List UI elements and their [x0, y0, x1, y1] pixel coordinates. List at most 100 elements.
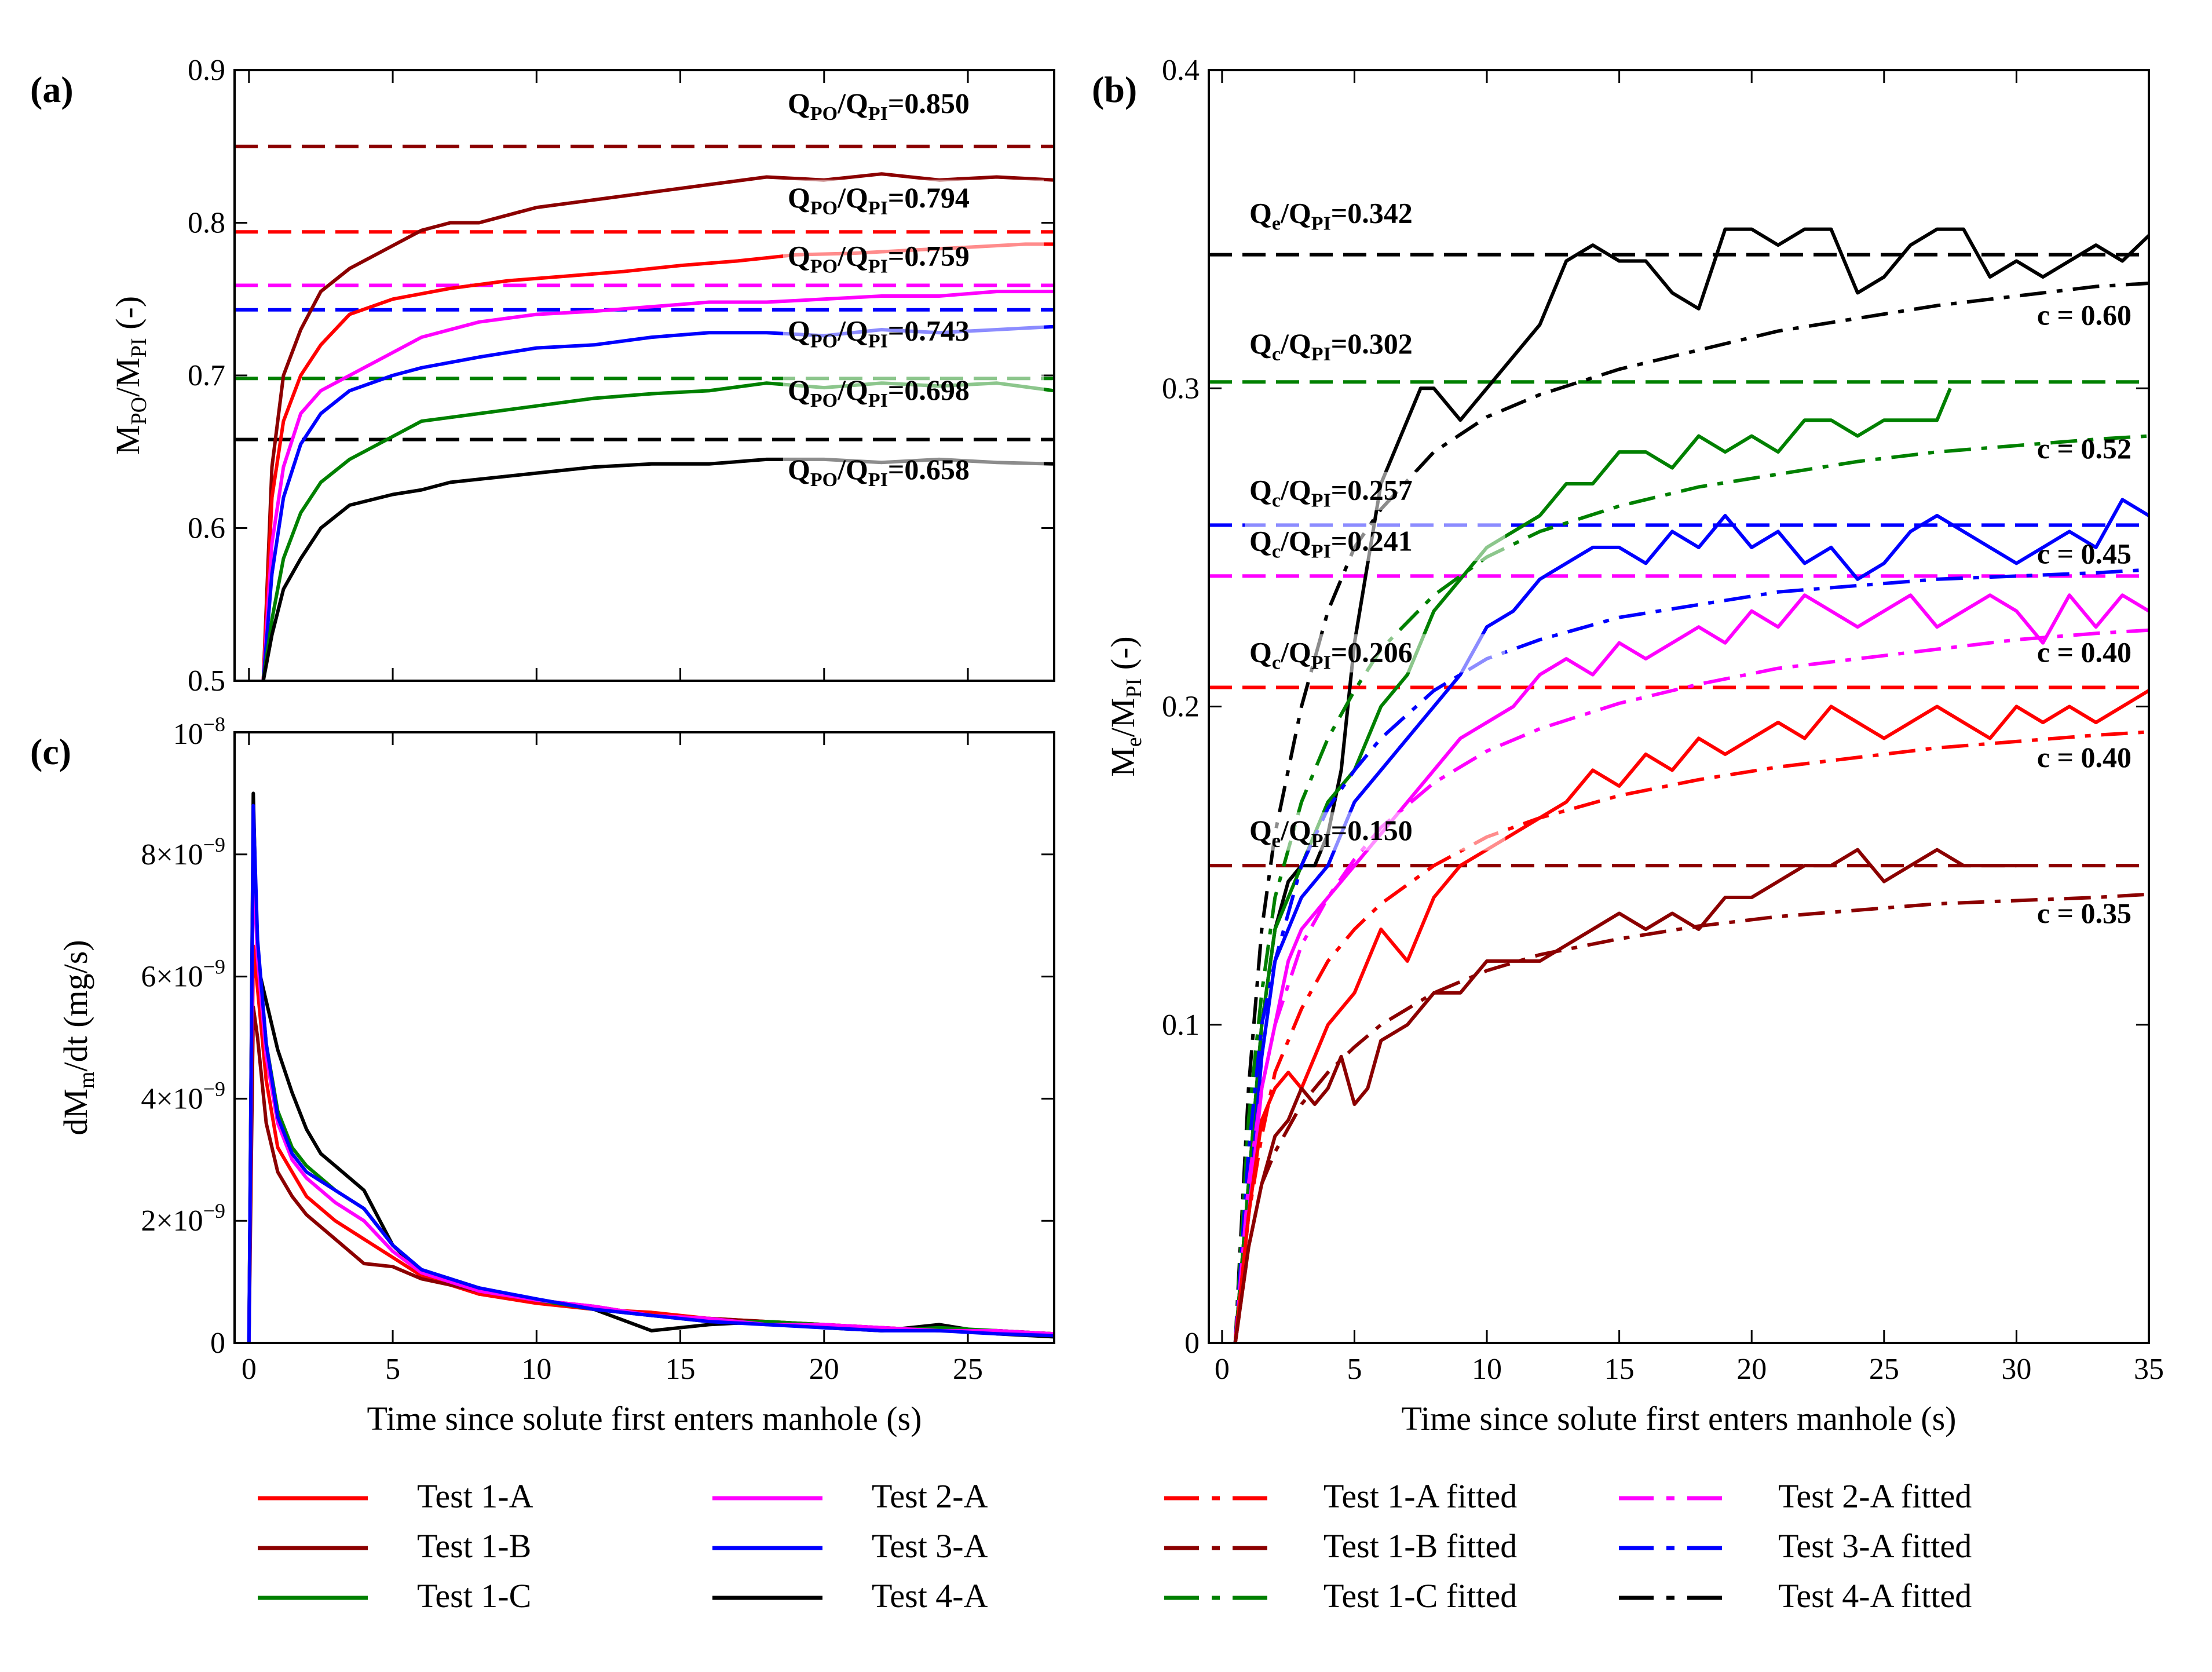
y-tick-label: 0.1 [1162, 1009, 1200, 1042]
panel-b-plot-area [1209, 227, 2149, 1343]
y-tick-label: 0.2 [1162, 691, 1200, 724]
y-tick-label-text: 0.9 [188, 54, 225, 87]
ratio-label-sub: PI [1311, 830, 1331, 852]
ratio-label-q: Q [788, 314, 810, 346]
x-axis-title: Time since solute first enters manhole (… [367, 1400, 922, 1437]
x-tick-label: 25 [1869, 1353, 1899, 1386]
ratio-label-value: =0.743 [888, 314, 970, 346]
series-line [261, 172, 1054, 681]
ratio-label-q: Q [788, 87, 810, 119]
ratio-label-sub: PI [868, 103, 888, 125]
ratio-label-sub: PO [810, 198, 838, 219]
ratio-label-mid: /Q [837, 87, 868, 119]
ratio-label-q: Q [1249, 197, 1272, 229]
y-tick-label-text: 0.4 [1162, 54, 1200, 87]
legend-label: Test 3-A [872, 1527, 988, 1565]
series-line [1233, 498, 2149, 1343]
x-tick-label: 10 [521, 1353, 551, 1386]
y-tick-label-exponent: −9 [203, 1199, 225, 1222]
ratio-label-bg [783, 85, 1044, 123]
series-line [247, 804, 1054, 1343]
ratio-label-value: =0.850 [888, 87, 970, 119]
ratio-label-sub: PO [810, 255, 838, 277]
series-line [247, 828, 1054, 1343]
c-value-label: c = 0.40 [2037, 741, 2131, 773]
legend-label: Test 1-A [417, 1477, 533, 1515]
series-line [1233, 628, 2149, 1343]
legend-label: Test 1-B [417, 1527, 531, 1565]
panel-a-plot-area [235, 144, 1054, 681]
ratio-label-value: =0.257 [1331, 473, 1413, 506]
ratio-label-bg [1245, 812, 1505, 851]
ratio-label-sub: c [1272, 490, 1281, 511]
ratio-label-mid: /Q [1280, 814, 1311, 846]
y-tick-label-exponent: −9 [203, 955, 225, 979]
panel-label: (c) [30, 731, 71, 772]
ratio-label-sub: e [1272, 213, 1281, 235]
panel-b: 00.10.20.30.40 5 10 15 20 25 30 35Qe/QPI=0.342Q… [1092, 54, 2164, 1437]
panel-c: 02×10−94×10−96×10−98×10−910−80 5 10 15 20 25(… [30, 713, 1055, 1437]
ratio-label: QPO/QPI=0.850 [788, 87, 970, 125]
y-axis-title-tail: /dt (mg/s) [57, 940, 94, 1071]
legend-label: Test 3-A fitted [1778, 1527, 1972, 1565]
ratio-label: Qe/QPI=0.150 [1249, 814, 1413, 852]
x-axis-title: Time since solute first enters manhole (… [1402, 1400, 1957, 1437]
series-line [247, 944, 1054, 1343]
y-tick-label: 0.9 [188, 54, 225, 87]
panel-a: 0.50.60.70.80.9QPO/QPI=0.850QPO/QPI=0.79… [30, 54, 1055, 698]
legend-label: Test 1-C fitted [1323, 1577, 1517, 1615]
legend-label: Test 2-A fitted [1778, 1477, 1972, 1515]
y-top-label-base: 10 [173, 718, 203, 751]
y-axis-title-mid: /M [109, 357, 147, 397]
y-axis-title-tail: (-) [1104, 636, 1142, 678]
x-tick-label: 20 [809, 1353, 839, 1386]
x-tick-label: 15 [1604, 1353, 1635, 1386]
ratio-label-bg [1245, 472, 1505, 510]
legend-label: Test 2-A [872, 1477, 988, 1515]
ratio-label-sub: PI [868, 198, 888, 219]
c-value-label: c = 0.52 [2037, 432, 2131, 465]
x-tick-label: 0 [242, 1353, 257, 1386]
ratio-label-q: Q [788, 453, 810, 485]
ratio-label: Qc/QPI=0.302 [1249, 327, 1413, 365]
series-line [1233, 282, 2149, 1343]
x-tick-label: 0 [1215, 1353, 1230, 1386]
ratio-label-mid: /Q [1280, 636, 1311, 669]
ratio-label-sub: PI [1311, 344, 1331, 365]
series-line [1233, 434, 2149, 1343]
x-tick-label: 30 [2001, 1353, 2031, 1386]
ratio-label-value: =0.698 [888, 374, 970, 406]
y-axis-title: MPO/MPI (-) [109, 296, 151, 455]
ratio-label: Qc/QPI=0.241 [1249, 524, 1413, 562]
ratio-label: Qc/QPI=0.206 [1249, 636, 1413, 674]
y-tick-label: 2×10−9 [141, 1199, 225, 1237]
ratio-label-q: Q [1249, 524, 1272, 557]
y-tick-label-text: 0.2 [1162, 691, 1200, 724]
ratio-label-sub: PO [810, 103, 838, 125]
y-tick-label-text: 0.3 [1162, 372, 1200, 405]
ratio-label-mid: /Q [1280, 524, 1311, 557]
ratio-label-sub: PI [868, 390, 888, 411]
y-tick-label-text: 0.5 [188, 665, 225, 698]
ratio-label-sub: PI [1311, 213, 1331, 235]
x-tick-label: 10 [1472, 1353, 1502, 1386]
ratio-label: QPO/QPI=0.759 [788, 239, 970, 277]
ratio-label-q: Q [1249, 814, 1272, 846]
ratio-label: QPO/QPI=0.698 [788, 374, 970, 411]
y-tick-label: 0.3 [1162, 372, 1200, 405]
ratio-label-value: =0.759 [888, 239, 970, 272]
y-tick-label-text: 6×10 [141, 961, 203, 994]
ratio-label-mid: /Q [1280, 473, 1311, 506]
y-tick-label-text: 0.1 [1162, 1009, 1200, 1042]
ratio-label-sub: PI [1311, 652, 1331, 674]
y-axis-title-mid: /M [1104, 698, 1142, 738]
ratio-label-bg [783, 180, 1044, 218]
y-tick-label: 0 [1184, 1327, 1200, 1360]
ratio-label-bg [783, 238, 1044, 276]
y-axis-title-main: M [1104, 747, 1142, 777]
series-line [1233, 593, 2149, 1343]
ratio-label-sub: PI [1311, 541, 1331, 562]
ratio-label-sub: c [1272, 541, 1281, 562]
ratio-label-sub: PO [810, 330, 838, 352]
ratio-label-sub: PO [810, 390, 838, 411]
